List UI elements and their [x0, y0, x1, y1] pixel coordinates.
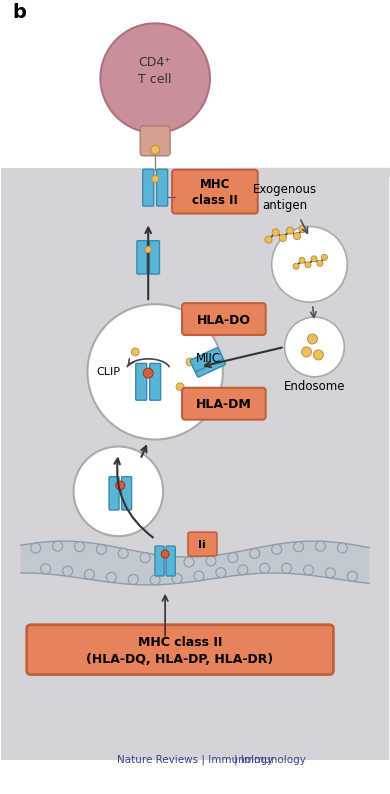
FancyBboxPatch shape: [137, 241, 147, 274]
Text: HLA-DM: HLA-DM: [196, 399, 252, 411]
Text: Exogenous
antigen: Exogenous antigen: [253, 183, 317, 212]
FancyBboxPatch shape: [122, 476, 132, 510]
Circle shape: [294, 233, 301, 240]
Circle shape: [265, 236, 272, 243]
Text: CLIP: CLIP: [96, 367, 121, 377]
Circle shape: [250, 549, 260, 558]
Circle shape: [100, 23, 210, 133]
Circle shape: [317, 260, 323, 266]
Circle shape: [325, 568, 335, 578]
Circle shape: [311, 256, 317, 262]
FancyBboxPatch shape: [150, 364, 161, 400]
FancyBboxPatch shape: [157, 169, 168, 206]
Circle shape: [151, 145, 160, 154]
Circle shape: [228, 553, 238, 563]
FancyBboxPatch shape: [27, 625, 333, 675]
Circle shape: [307, 334, 317, 344]
Circle shape: [131, 348, 139, 356]
FancyBboxPatch shape: [149, 241, 160, 274]
Text: Nature Reviews | Immunology: Nature Reviews | Immunology: [117, 755, 273, 765]
Circle shape: [206, 556, 216, 566]
Text: MHC class II
(HLA-DQ, HLA-DP, HLA-DR): MHC class II (HLA-DQ, HLA-DP, HLA-DR): [87, 636, 274, 665]
Text: b: b: [13, 3, 27, 22]
FancyBboxPatch shape: [155, 546, 164, 576]
Circle shape: [299, 257, 305, 264]
FancyBboxPatch shape: [136, 364, 147, 400]
Circle shape: [279, 234, 286, 241]
Circle shape: [128, 575, 138, 584]
Circle shape: [286, 227, 294, 234]
Circle shape: [321, 254, 328, 260]
Circle shape: [150, 575, 160, 585]
Circle shape: [282, 563, 292, 573]
Circle shape: [172, 573, 182, 584]
Circle shape: [347, 571, 357, 581]
FancyBboxPatch shape: [182, 387, 266, 420]
Circle shape: [116, 481, 125, 490]
Circle shape: [272, 226, 347, 303]
Circle shape: [53, 542, 62, 551]
Text: CD4⁺
T cell: CD4⁺ T cell: [138, 56, 172, 87]
Circle shape: [106, 572, 116, 582]
Circle shape: [85, 569, 94, 580]
Circle shape: [216, 568, 226, 577]
FancyBboxPatch shape: [188, 532, 217, 556]
Circle shape: [87, 304, 223, 440]
Circle shape: [303, 565, 314, 575]
Circle shape: [74, 446, 163, 536]
Text: MIIC: MIIC: [195, 353, 220, 365]
Text: | Immunology: | Immunology: [234, 755, 306, 765]
Text: Ii: Ii: [198, 540, 206, 550]
Polygon shape: [1, 168, 389, 760]
Circle shape: [140, 553, 150, 563]
FancyBboxPatch shape: [166, 546, 175, 576]
Circle shape: [314, 350, 323, 360]
Circle shape: [96, 545, 106, 554]
Circle shape: [186, 358, 194, 366]
FancyBboxPatch shape: [182, 303, 266, 335]
Circle shape: [301, 347, 312, 357]
Circle shape: [145, 246, 151, 252]
Circle shape: [62, 566, 73, 576]
Text: Endosome: Endosome: [284, 380, 345, 393]
Text: MHC
class II: MHC class II: [192, 178, 238, 207]
Circle shape: [41, 564, 51, 574]
Circle shape: [118, 549, 128, 558]
Polygon shape: [1, 3, 389, 168]
Circle shape: [293, 264, 299, 269]
Circle shape: [337, 543, 347, 553]
FancyBboxPatch shape: [143, 169, 154, 206]
Circle shape: [305, 262, 311, 268]
Circle shape: [238, 565, 248, 575]
Circle shape: [299, 225, 306, 233]
Circle shape: [143, 368, 153, 378]
Text: HLA-DO: HLA-DO: [197, 314, 251, 326]
Circle shape: [260, 563, 269, 573]
Circle shape: [272, 229, 279, 236]
Circle shape: [316, 542, 325, 551]
Circle shape: [162, 556, 172, 566]
FancyBboxPatch shape: [193, 353, 225, 377]
Circle shape: [152, 175, 159, 183]
Circle shape: [272, 545, 282, 554]
Circle shape: [184, 557, 194, 567]
FancyBboxPatch shape: [109, 476, 119, 510]
FancyBboxPatch shape: [140, 126, 170, 156]
Circle shape: [31, 543, 41, 553]
Circle shape: [161, 550, 169, 558]
Circle shape: [176, 383, 184, 391]
Circle shape: [74, 542, 85, 552]
Circle shape: [194, 571, 204, 581]
Circle shape: [294, 542, 303, 552]
FancyBboxPatch shape: [172, 170, 258, 214]
FancyBboxPatch shape: [190, 348, 223, 372]
Circle shape: [285, 317, 344, 377]
